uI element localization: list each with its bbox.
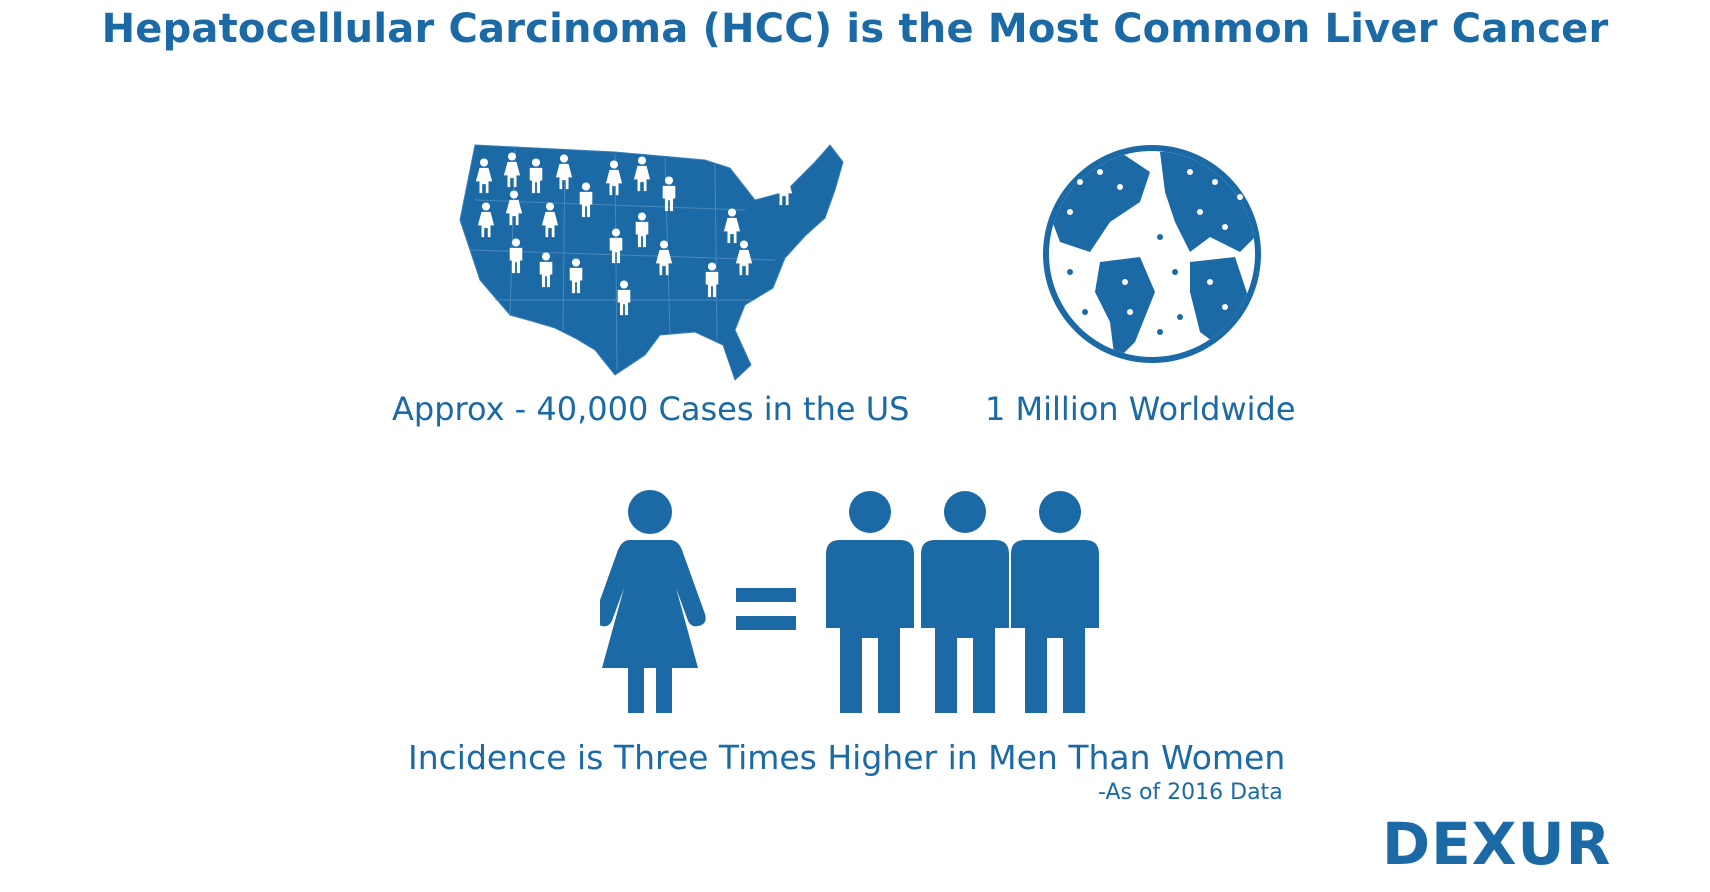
equals-icon (736, 588, 796, 630)
brand-logo: DEXUR (1382, 810, 1612, 878)
world-cases-caption: 1 Million Worldwide (985, 390, 1296, 428)
source-note: -As of 2016 Data (1098, 780, 1283, 805)
us-map-icon (459, 144, 844, 381)
us-cases-caption: Approx - 40,000 Cases in the US (392, 390, 910, 428)
page-title: Hepatocellular Carcinoma (HCC) is the Mo… (101, 6, 1609, 52)
ratio-graphic (600, 490, 1099, 713)
woman-icon (600, 490, 706, 713)
man-icon (1011, 491, 1099, 713)
incidence-caption: Incidence is Three Times Higher in Men T… (408, 738, 1286, 777)
globe-icon (1043, 145, 1261, 363)
man-icon (826, 491, 914, 713)
man-icon (921, 491, 1009, 713)
